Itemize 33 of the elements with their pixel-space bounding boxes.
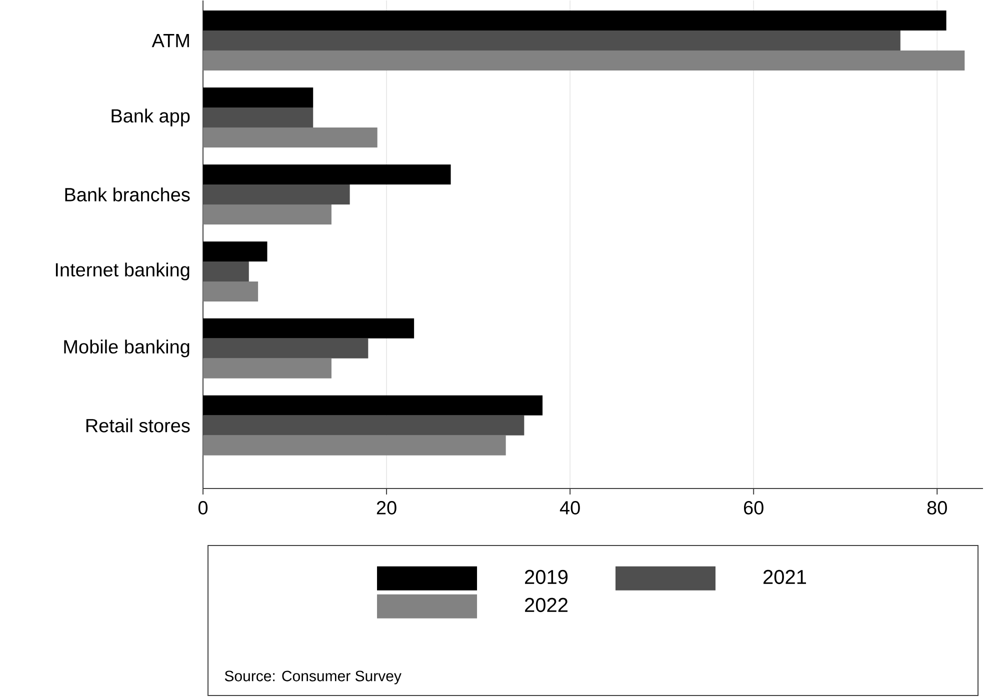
bar <box>203 108 314 128</box>
legend-label: 2022 <box>525 598 568 612</box>
bar <box>203 338 368 359</box>
bar <box>203 436 506 456</box>
legend-label: 2019 <box>525 570 568 584</box>
x-tick-label: 80 <box>927 501 947 515</box>
bar <box>203 396 543 416</box>
x-tick-label: 20 <box>376 501 396 515</box>
y-tick-label: Bank branches <box>65 188 190 202</box>
bar <box>203 50 965 71</box>
y-tick-label: Retail stores <box>86 418 190 433</box>
x-tick-label: 60 <box>744 501 764 515</box>
bar <box>203 242 268 262</box>
bar <box>203 30 900 51</box>
x-tick-label: 0 <box>198 501 208 515</box>
bar <box>203 128 378 148</box>
bar <box>203 88 314 108</box>
y-tick-label: ATM <box>152 34 189 48</box>
y-tick-label: Mobile banking <box>64 340 190 358</box>
y-tick-label: Internet banking <box>56 262 190 281</box>
bar <box>203 416 524 436</box>
source-note: Source: Consumer Survey <box>224 670 402 685</box>
bar <box>203 10 946 31</box>
bar <box>203 318 414 339</box>
bar <box>203 164 451 185</box>
x-tick-label: 40 <box>560 501 580 515</box>
bar <box>203 282 258 302</box>
bar <box>203 262 249 282</box>
legend-label: 2021 <box>763 570 806 584</box>
bar <box>203 184 350 205</box>
bar <box>203 358 332 379</box>
y-tick-label: Bank app <box>112 108 190 127</box>
bar <box>203 204 332 225</box>
